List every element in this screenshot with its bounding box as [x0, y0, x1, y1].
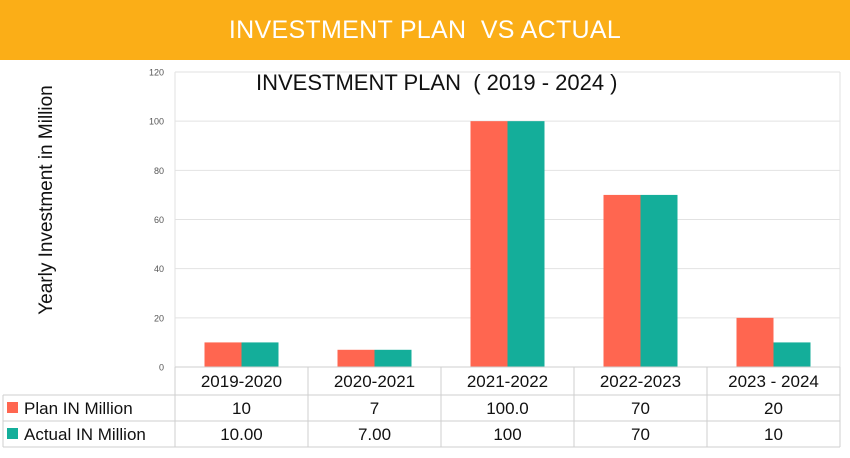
y-tick-label: 100	[149, 117, 164, 127]
data-label: 7	[370, 399, 379, 418]
bar-actual	[773, 342, 811, 367]
x-tick-label: 2019-2020	[201, 372, 282, 391]
header-title: INVESTMENT PLAN VS ACTUAL	[228, 15, 622, 44]
legend-label: Actual IN Million	[24, 425, 146, 444]
bar-actual	[241, 342, 279, 367]
y-tick-label: 80	[154, 166, 164, 176]
bar-plan	[603, 194, 641, 367]
x-tick-label: 2021-2022	[467, 372, 548, 391]
x-tick-label: 2022-2023	[600, 372, 681, 391]
data-label: 10	[764, 425, 783, 444]
data-label: 100	[493, 425, 521, 444]
bar-actual	[640, 194, 678, 367]
bar-plan	[204, 342, 242, 367]
data-label: 70	[631, 399, 650, 418]
y-tick-label: 20	[154, 313, 164, 323]
y-axis-label: Yearly Investment in Million	[36, 85, 57, 315]
y-tick-label: 120	[149, 68, 164, 78]
legend-swatch-plan	[7, 402, 18, 413]
header-banner: INVESTMENT PLAN VS ACTUAL	[0, 0, 850, 60]
chart: 0 20 40 60 80 100 120 2019-2020 2020-2021 2021-20…	[2, 68, 841, 448]
y-tick-label: 0	[159, 363, 164, 373]
legend-swatch-actual	[7, 428, 18, 439]
data-label: 10	[232, 399, 251, 418]
y-tick-label: 40	[154, 264, 164, 274]
data-label: 70	[631, 425, 650, 444]
x-tick-label: 2020-2021	[334, 372, 415, 391]
legend-label: Plan IN Million	[24, 399, 133, 418]
bar-plan	[736, 317, 774, 367]
data-label: 10.00	[220, 425, 263, 444]
bar-actual	[374, 349, 412, 367]
bar-plan	[337, 349, 375, 367]
bar-plan	[470, 121, 508, 367]
data-label: 100.0	[486, 399, 529, 418]
chart-title: INVESTMENT PLAN ( 2019 - 2024 )	[256, 70, 618, 95]
data-label: 7.00	[358, 425, 391, 444]
bar-actual	[507, 121, 545, 367]
data-label: 20	[764, 399, 783, 418]
y-tick-label: 60	[154, 215, 164, 225]
x-tick-label: 2023 - 2024	[728, 372, 819, 391]
